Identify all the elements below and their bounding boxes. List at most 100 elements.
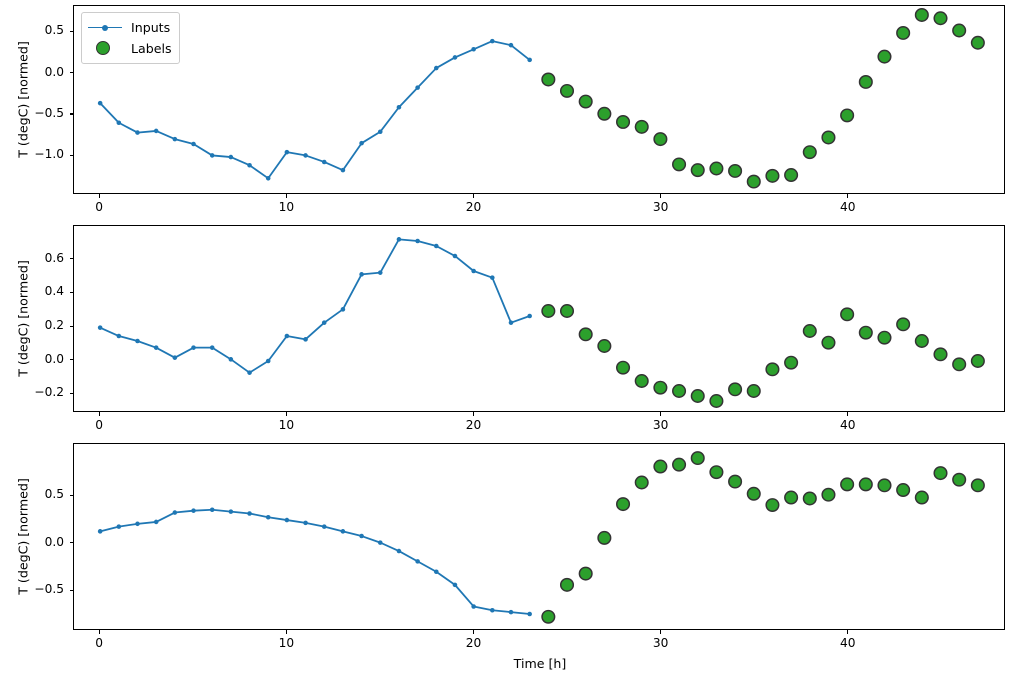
series-inputs-point: [228, 357, 234, 362]
x-tick-label: 40: [840, 636, 856, 650]
series-labels-point: [597, 106, 612, 121]
series-labels-point: [970, 35, 985, 50]
series-labels-point: [672, 384, 687, 398]
x-tickmark: [98, 412, 100, 416]
legend-label-inputs: Inputs: [131, 20, 171, 35]
series-inputs-point: [359, 272, 364, 277]
x-tickmark: [847, 412, 849, 416]
series-inputs-point: [340, 167, 346, 173]
series-inputs-point: [527, 611, 532, 617]
x-tickmark: [472, 412, 475, 416]
x-tickmark: [847, 630, 849, 634]
series-labels-point: [578, 327, 593, 342]
series-labels-point: [616, 497, 631, 512]
series-inputs-point: [191, 508, 196, 513]
y-tick-label: −1.0: [34, 147, 64, 162]
series-labels-point: [877, 49, 892, 64]
y-tick-label: 0.0: [44, 351, 64, 366]
series-labels-point: [672, 157, 687, 172]
subplot-1-axes: Inputs Labels: [73, 5, 1005, 194]
series-inputs-point: [172, 355, 178, 360]
series-inputs-point: [452, 582, 458, 588]
series-labels-point: [952, 23, 967, 38]
series-labels-point: [709, 161, 724, 176]
series-labels-point: [877, 330, 892, 345]
x-tick-label: 0: [95, 418, 104, 432]
series-labels-point: [765, 498, 780, 513]
x-tickmark: [660, 194, 662, 198]
series-labels-point: [952, 357, 967, 372]
y-tickmark: [69, 542, 73, 544]
series-inputs-point: [396, 237, 402, 242]
y-tickmark: [69, 72, 73, 74]
series-labels-point: [914, 334, 929, 348]
series-inputs-point: [340, 307, 346, 312]
series-labels-point: [821, 130, 836, 145]
series-inputs-point: [452, 253, 458, 259]
series-inputs-point: [265, 514, 271, 520]
series-inputs-point: [303, 153, 308, 158]
series-inputs-point: [471, 268, 476, 274]
y-tick-label: −0.5: [34, 582, 64, 597]
series-labels-point: [821, 335, 836, 350]
series-labels-point: [896, 25, 911, 40]
x-tickmark: [285, 630, 287, 634]
series-inputs-point: [116, 333, 122, 339]
series-inputs-point: [471, 47, 476, 52]
series-inputs-point: [228, 509, 234, 514]
series-inputs-point: [321, 159, 327, 165]
series-inputs-point: [508, 42, 514, 48]
series-labels-point: [914, 8, 929, 22]
circle-marker-icon: [88, 40, 122, 57]
series-labels-point: [840, 477, 855, 492]
series-labels-point: [559, 304, 575, 318]
series-inputs-point: [135, 521, 140, 527]
series-labels-point: [858, 477, 873, 492]
series-labels-point: [858, 325, 873, 340]
series-inputs-point: [490, 275, 495, 280]
x-tickmark: [660, 412, 662, 416]
series-labels-point: [634, 475, 649, 490]
series-inputs-point: [97, 100, 103, 106]
series-labels-point: [802, 324, 817, 338]
series-labels-point: [653, 459, 668, 474]
series-labels-point: [784, 355, 799, 370]
series-inputs-point: [97, 529, 103, 534]
x-tick-label: 0: [95, 636, 104, 650]
series-labels-point: [672, 457, 687, 472]
series-inputs-point: [153, 128, 159, 134]
x-tick-label: 10: [278, 418, 295, 432]
series-inputs-point: [116, 120, 122, 126]
series-inputs-point: [415, 85, 420, 90]
y-tickmark: [69, 113, 73, 115]
series-labels-point: [840, 108, 855, 123]
x-tickmark: [285, 194, 287, 198]
x-tick-label: 30: [652, 200, 669, 214]
series-labels-point: [653, 132, 668, 147]
y-tickmark: [69, 30, 73, 32]
series-inputs-point: [209, 153, 215, 158]
x-tick-label: 10: [278, 200, 295, 214]
y-tick-label: 0.2: [44, 318, 64, 333]
series-inputs-point: [191, 345, 196, 350]
series-labels-point: [970, 478, 985, 493]
series-inputs-point: [265, 358, 271, 364]
series-labels-point: [802, 491, 817, 506]
series-labels-point: [896, 483, 911, 497]
series-inputs-point: [433, 569, 439, 574]
x-tick-label: 30: [652, 418, 669, 432]
series-inputs-point: [247, 370, 252, 375]
series-labels-point: [578, 94, 593, 109]
series-labels-point: [765, 168, 780, 183]
series-labels-point: [746, 486, 761, 501]
series-labels-point: [896, 317, 911, 332]
series-inputs-point: [490, 38, 495, 44]
series-inputs-point: [153, 519, 159, 525]
series-labels-point: [840, 307, 855, 322]
x-tick-label: 30: [652, 636, 669, 650]
series-labels-point: [709, 394, 724, 408]
y-tickmark: [69, 258, 73, 260]
series-labels-point: [858, 74, 873, 89]
y-tickmark: [69, 589, 73, 591]
legend: Inputs Labels: [81, 12, 180, 64]
